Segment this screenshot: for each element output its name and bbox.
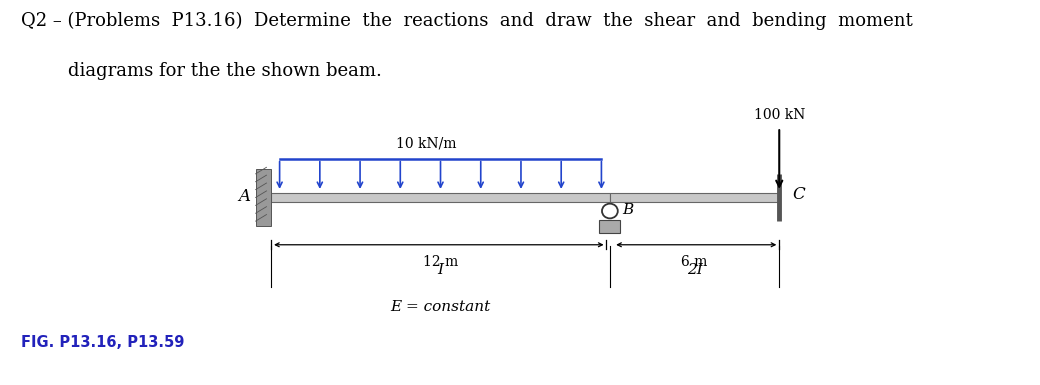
Bar [599,220,621,233]
Text: 6 m: 6 m [681,255,708,269]
Text: A: A [238,187,251,205]
Text: Q2 – (Problems  P13.16)  Determine  the  reactions  and  draw  the  shear  and  : Q2 – (Problems P13.16) Determine the rea… [21,12,912,30]
Bar [256,169,271,226]
Text: 12 m: 12 m [423,255,459,269]
Text: 10 kN/m: 10 kN/m [396,137,457,151]
Text: 100 kN: 100 kN [754,108,805,122]
Bar [271,193,609,202]
Text: diagrams for the the shown beam.: diagrams for the the shown beam. [68,62,382,80]
Text: 2I: 2I [686,263,702,277]
Text: I: I [438,263,443,277]
Bar [609,193,779,202]
Text: E = constant: E = constant [390,300,491,314]
Text: B: B [623,203,633,217]
Text: FIG. P13.16, P13.59: FIG. P13.16, P13.59 [21,335,184,350]
Text: C: C [792,186,805,203]
